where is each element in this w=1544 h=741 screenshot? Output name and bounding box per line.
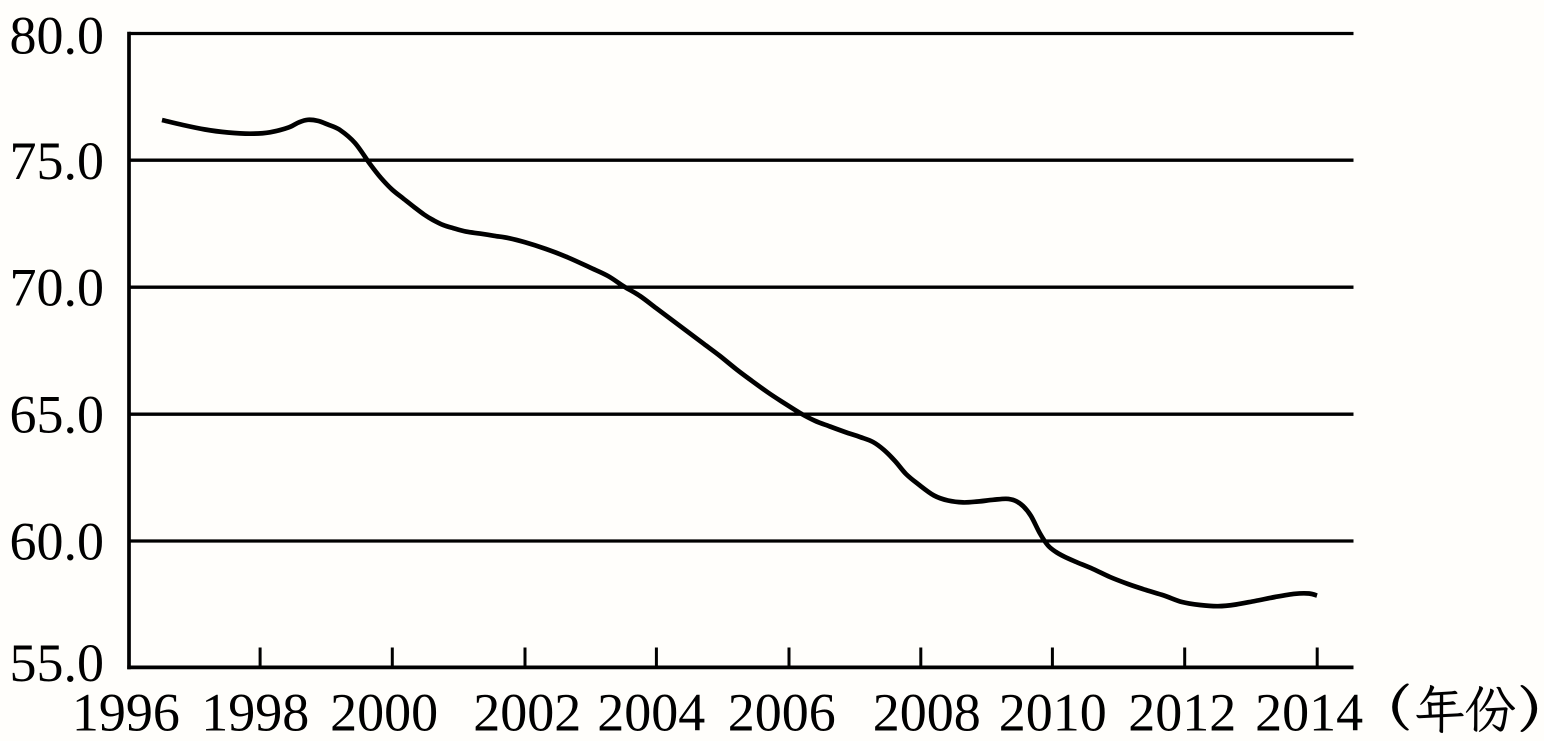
svg-text:55.0: 55.0 [10, 633, 105, 693]
svg-text:80.0: 80.0 [10, 5, 105, 65]
svg-text:2014: 2014 [1255, 683, 1363, 741]
svg-text:1996: 1996 [72, 683, 180, 741]
svg-text:2008: 2008 [873, 683, 981, 741]
svg-text:2010: 2010 [999, 683, 1107, 741]
svg-text:2006: 2006 [728, 683, 836, 741]
svg-text:2002: 2002 [473, 683, 581, 741]
svg-text:2000: 2000 [330, 683, 438, 741]
svg-text:75.0: 75.0 [10, 131, 105, 191]
svg-text:2012: 2012 [1128, 683, 1236, 741]
svg-text:60.0: 60.0 [10, 511, 105, 571]
svg-text:70.0: 70.0 [10, 257, 105, 317]
svg-text:2004: 2004 [597, 683, 705, 741]
svg-text:65.0: 65.0 [10, 385, 105, 445]
svg-text:1998: 1998 [201, 683, 309, 741]
